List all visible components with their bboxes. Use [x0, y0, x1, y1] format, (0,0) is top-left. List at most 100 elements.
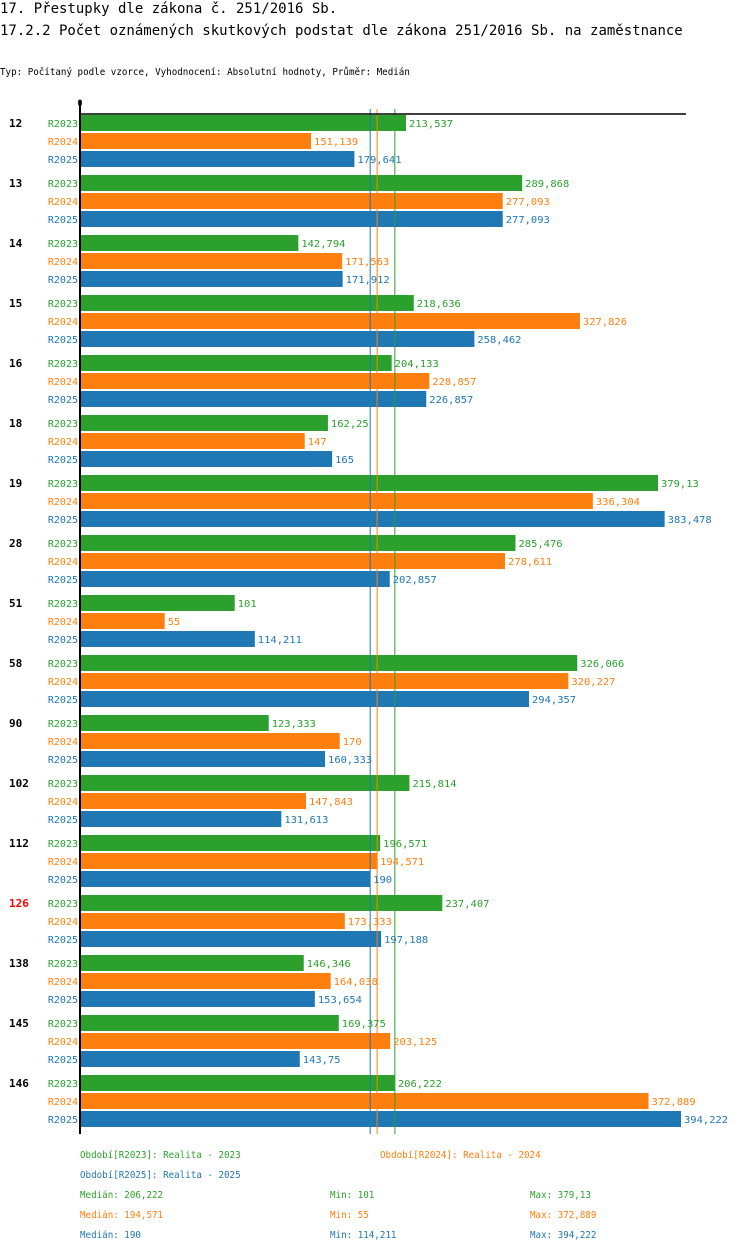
category-label: 90: [9, 717, 22, 730]
value-label: 162,25: [331, 419, 369, 430]
bar-r2023: [81, 295, 414, 311]
value-label: 203,125: [393, 1037, 437, 1048]
bar-r2025: [81, 391, 427, 407]
value-label: 131,613: [284, 815, 328, 826]
value-label: 190: [373, 875, 392, 886]
series-label: R2024: [48, 197, 78, 208]
bar-r2024: [81, 973, 331, 989]
bar-r2024: [81, 313, 580, 329]
bar-r2023: [81, 355, 392, 371]
bar-r2025: [81, 691, 530, 707]
series-label: R2025: [48, 155, 78, 166]
category-label: 51: [9, 597, 23, 610]
value-label: 196,571: [383, 839, 427, 850]
value-label: 197,188: [384, 935, 428, 946]
series-label: R2023: [48, 179, 78, 190]
category-label: 16: [9, 357, 23, 370]
value-label: 326,066: [580, 659, 624, 670]
bar-r2023: [81, 655, 578, 671]
bar-r2023: [81, 1075, 395, 1091]
bar-r2023: [81, 535, 516, 551]
category-label: 138: [9, 957, 29, 970]
category-label: 15: [9, 297, 22, 310]
series-label: R2023: [48, 119, 78, 130]
value-label: 114,211: [258, 635, 302, 646]
series-label: R2023: [48, 959, 78, 970]
value-label: 101: [238, 599, 257, 610]
bar-r2024: [81, 673, 569, 689]
bar-r2023: [81, 835, 381, 851]
series-label: R2025: [48, 995, 78, 1006]
value-label: 171,912: [346, 275, 390, 286]
value-label: 164,038: [334, 977, 378, 988]
bar-r2023: [81, 415, 328, 431]
bar-r2024: [81, 133, 312, 149]
bar-r2023: [81, 775, 410, 791]
series-label: R2023: [48, 299, 78, 310]
bar-r2025: [81, 151, 355, 167]
bar-r2025: [81, 1051, 300, 1067]
x-tick-label: 0: [77, 99, 82, 109]
bar-r2023: [81, 895, 443, 911]
bar-r2025: [81, 271, 343, 287]
legend-max-r2025: Max: 394,222: [530, 1230, 597, 1241]
value-label: 289,868: [525, 179, 569, 190]
legend-min-r2023: Min: 101: [330, 1190, 375, 1201]
value-label: 194,571: [380, 857, 424, 868]
value-label: 206,222: [398, 1079, 442, 1090]
value-label: 151,139: [314, 137, 358, 148]
value-label: 147: [308, 437, 327, 448]
series-label: R2023: [48, 719, 78, 730]
report-title: 17. Přestupky dle zákona č. 251/2016 Sb.: [0, 1, 338, 17]
value-label: 143,75: [303, 1055, 341, 1066]
series-label: R2024: [48, 1037, 78, 1048]
series-label: R2025: [48, 815, 78, 826]
value-label: 169,375: [342, 1019, 386, 1030]
bar-r2024: [81, 1033, 391, 1049]
series-label: R2023: [48, 239, 78, 250]
value-label: 320,227: [571, 677, 615, 688]
bar-r2024: [81, 793, 307, 809]
value-label: 142,794: [301, 239, 345, 250]
value-label: 277,093: [506, 197, 550, 208]
value-label: 147,843: [309, 797, 353, 808]
bar-r2024: [81, 613, 165, 629]
legend-period-r2023: Období[R2023]: Realita - 2023: [80, 1150, 241, 1161]
value-label: 278,611: [508, 557, 552, 568]
bar-r2023: [81, 715, 269, 731]
series-label: R2023: [48, 539, 78, 550]
series-label: R2024: [48, 257, 78, 268]
bar-r2024: [81, 913, 345, 929]
series-label: R2023: [48, 479, 78, 490]
series-label: R2023: [48, 1019, 78, 1030]
category-label: 102: [9, 777, 29, 790]
series-label: R2024: [48, 737, 78, 748]
series-label: R2024: [48, 1097, 78, 1108]
series-label: R2025: [48, 1115, 78, 1126]
value-label: 179,641: [357, 155, 401, 166]
legend-min-r2024: Min: 55: [330, 1210, 369, 1221]
value-label: 372,889: [652, 1097, 696, 1108]
legend-period-r2025: Období[R2025]: Realita - 2025: [80, 1170, 241, 1181]
series-label: R2023: [48, 839, 78, 850]
value-label: 202,857: [393, 575, 437, 586]
bar-r2023: [81, 235, 299, 251]
value-label: 146,346: [307, 959, 351, 970]
legend-median-r2023: Medián: 206,222: [80, 1190, 164, 1201]
bar-r2025: [81, 871, 371, 887]
bar-r2024: [81, 253, 343, 269]
bar-r2024: [81, 373, 430, 389]
series-label: R2025: [48, 395, 78, 406]
category-label: 146: [9, 1077, 29, 1090]
bar-r2023: [81, 955, 304, 971]
value-label: 173,333: [348, 917, 392, 928]
series-label: R2025: [48, 935, 78, 946]
value-label: 336,304: [596, 497, 640, 508]
bar-r2023: [81, 475, 659, 491]
category-label: 19: [9, 477, 22, 490]
value-label: 218,636: [417, 299, 461, 310]
bar-r2024: [81, 193, 503, 209]
bar-r2025: [81, 811, 282, 827]
value-label: 379,13: [661, 479, 699, 490]
legend-median-r2025: Medián: 190: [80, 1230, 141, 1241]
